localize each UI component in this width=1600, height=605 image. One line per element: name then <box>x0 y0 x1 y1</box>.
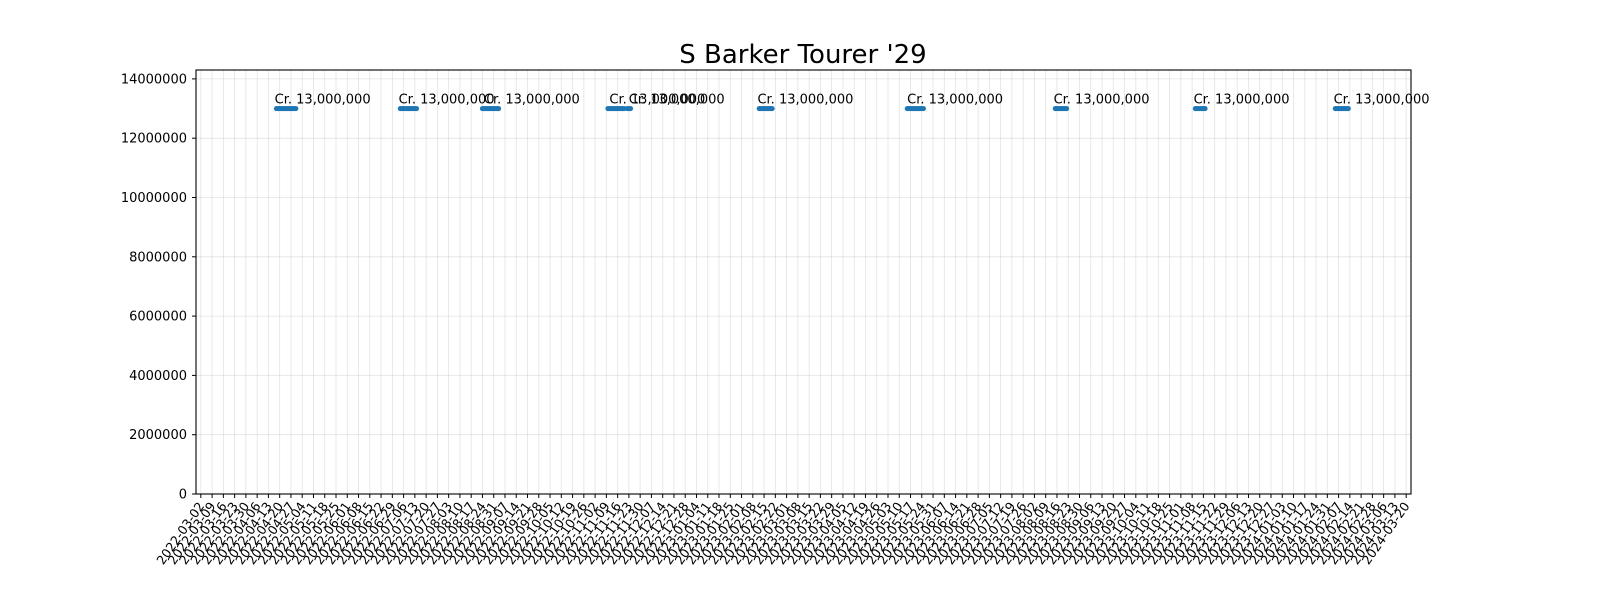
y-tick-label: 12000000 <box>121 132 187 147</box>
data-point <box>1345 105 1351 112</box>
x-axis: 2022-03-022022-03-092022-03-162022-03-23… <box>153 494 1413 567</box>
y-tick-label: 4000000 <box>129 369 187 384</box>
y-tick-label: 14000000 <box>121 72 187 87</box>
data-label: Cr. 13,000,000 <box>757 93 853 108</box>
y-tick-label: 8000000 <box>129 250 187 265</box>
y-tick-label: 6000000 <box>129 310 187 325</box>
data-label: Cr. 13,000,000 <box>609 93 705 108</box>
grid-layer <box>196 70 1411 495</box>
data-point <box>627 105 634 112</box>
data-label: Cr. 13,000,000 <box>629 93 725 108</box>
y-tick-label: 2000000 <box>129 428 187 443</box>
data-label: Cr. 13,000,000 <box>399 93 495 108</box>
data-label: Cr. 13,000,000 <box>275 93 371 108</box>
data-label: Cr. 13,000,000 <box>1194 93 1290 108</box>
plot-frame <box>195 69 1412 495</box>
data-label: Cr. 13,000,000 <box>1334 93 1430 108</box>
chart-title: S Barker Tourer '29 <box>679 40 926 70</box>
data-point <box>413 105 420 112</box>
y-tick-label: 0 <box>179 488 187 503</box>
marks-layer <box>273 105 1351 112</box>
y-tick-label: 10000000 <box>121 191 187 206</box>
data-point <box>495 105 502 112</box>
data-point <box>1064 105 1070 112</box>
data-label: Cr. 13,000,000 <box>484 93 580 108</box>
data-label: Cr. 13,000,000 <box>907 93 1003 108</box>
y-axis: 0 2000000 4000000 6000000 8000000 10000000 120… <box>121 72 196 503</box>
data-point <box>769 105 775 112</box>
data-point <box>293 105 299 112</box>
data-point <box>1202 105 1208 112</box>
data-label: Cr. 13,000,000 <box>1054 93 1150 108</box>
data-point <box>920 105 926 112</box>
